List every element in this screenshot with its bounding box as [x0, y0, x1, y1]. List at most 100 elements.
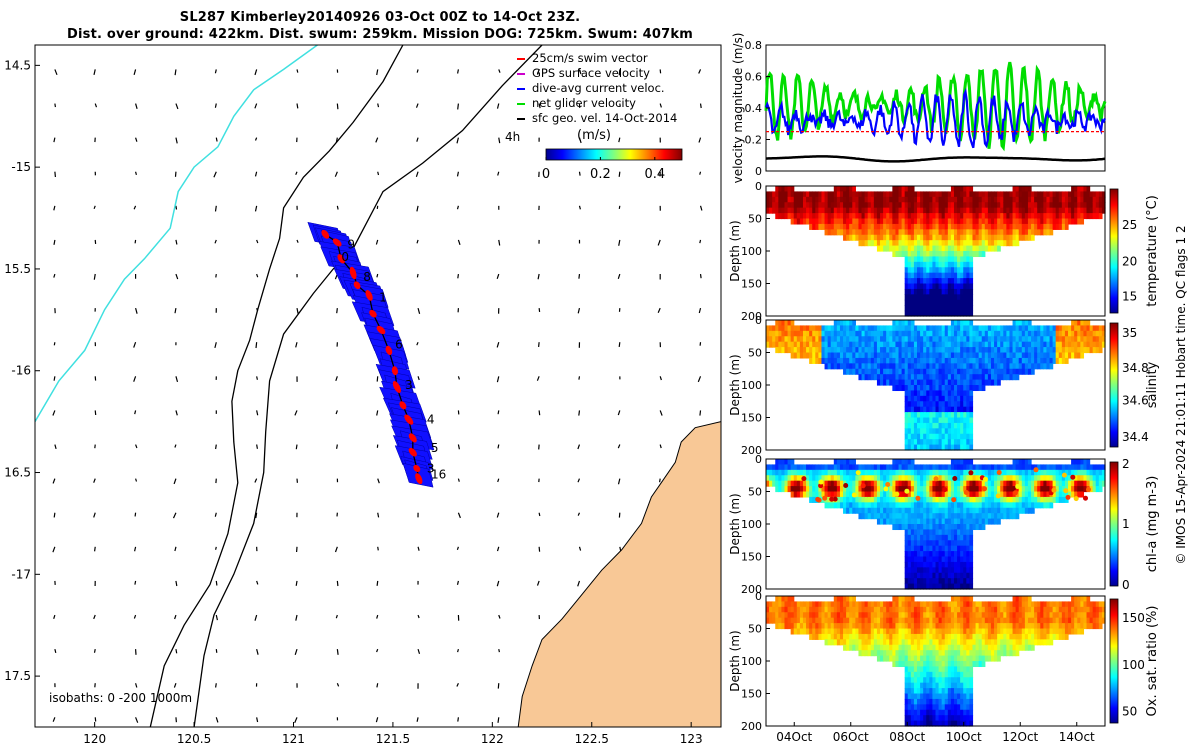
section-cell: [920, 623, 924, 630]
section-cell: [1000, 480, 1004, 487]
section-cell: [1043, 196, 1048, 203]
section-cell: [793, 336, 798, 343]
section-cell: [975, 357, 980, 364]
section-cell: [904, 513, 909, 520]
section-cell: [861, 218, 866, 225]
section-cell: [960, 202, 964, 209]
section-cell: [1034, 486, 1038, 493]
section-cell: [775, 196, 779, 203]
section-cell: [953, 406, 958, 413]
section-cell: [876, 207, 881, 214]
section-cell: [870, 357, 875, 364]
section-cell: [926, 475, 930, 482]
section-cell: [864, 464, 869, 471]
section-cell: [1068, 202, 1072, 209]
section-cell: [935, 288, 940, 295]
colorbar-unit-label: (m/s): [577, 128, 611, 143]
section-cell: [1064, 491, 1069, 498]
section-cell: [941, 374, 946, 381]
section-cell: [846, 475, 850, 482]
section-cell: [975, 480, 980, 487]
section-cell: [815, 196, 819, 203]
section-cell: [864, 352, 869, 359]
section-cell: [1077, 480, 1081, 487]
chl-sample-dot: [1015, 484, 1021, 489]
section-cell: [960, 496, 964, 503]
geo-velocity-arrow: [135, 444, 138, 449]
section-cell: [858, 475, 863, 482]
section-cell: [892, 320, 897, 327]
section-cell: [1037, 464, 1041, 471]
section-cell: [960, 502, 964, 509]
section-cell: [947, 572, 952, 579]
section-cell: [920, 294, 924, 301]
section-cell: [960, 374, 964, 381]
section-cell: [1058, 325, 1063, 332]
section-cell: [953, 390, 958, 397]
section-cell: [886, 628, 890, 635]
section-cell: [907, 518, 912, 525]
section-cell: [947, 439, 952, 446]
section-cell: [904, 633, 909, 640]
section-cell: [969, 464, 974, 471]
section-cell: [775, 347, 779, 354]
section-cell: [957, 320, 961, 327]
section-cell: [904, 288, 909, 295]
section-cell: [793, 352, 798, 359]
section-cell: [907, 475, 912, 482]
section-cell: [843, 202, 847, 209]
geo-velocity-arrow: [376, 648, 379, 653]
section-cell: [969, 305, 974, 312]
section-cell: [938, 464, 943, 471]
section-cell: [892, 486, 897, 493]
section-cell: [1049, 229, 1054, 236]
section-cell: [876, 480, 881, 487]
geo-velocity-arrow: [135, 171, 137, 176]
section-cell: [935, 229, 940, 236]
section-cell: [1083, 459, 1088, 466]
section-cell: [957, 278, 961, 285]
geo-velocity-arrow: [215, 683, 217, 688]
section-cell: [944, 363, 949, 370]
section-cell: [833, 191, 838, 198]
section-cell: [923, 305, 927, 312]
section-cell: [876, 379, 881, 386]
section-cell: [861, 639, 866, 646]
section-cell: [861, 336, 866, 343]
section-cell: [960, 207, 964, 214]
section-cell: [926, 213, 930, 220]
section-cell: [910, 540, 915, 547]
section-cell: [880, 191, 884, 198]
section-cell: [957, 486, 961, 493]
section-cell: [904, 261, 909, 268]
section-cell: [898, 213, 903, 220]
section-cell: [849, 207, 853, 214]
section-cell: [1009, 496, 1014, 503]
section-cell: [843, 502, 847, 509]
section-cell: [1027, 218, 1032, 225]
section-cell: [1040, 357, 1044, 364]
section-cell: [839, 601, 844, 608]
geo-velocity-arrow: [336, 649, 339, 655]
section-cell: [864, 628, 869, 635]
section-cell: [1021, 502, 1026, 509]
section-cell: [873, 507, 878, 514]
section-cell: [1021, 218, 1026, 225]
section-cell: [963, 283, 967, 290]
section-cell: [929, 240, 934, 247]
section-cell: [830, 325, 835, 332]
section-cell: [929, 567, 934, 574]
section-cell: [778, 196, 783, 203]
section-cell: [963, 325, 967, 332]
section-cell: [950, 229, 955, 236]
section-cell: [827, 357, 832, 364]
section-cell: [839, 480, 844, 487]
section-cell: [861, 240, 866, 247]
section-cell: [963, 336, 967, 343]
section-cell: [1009, 336, 1014, 343]
section-cell: [969, 218, 974, 225]
section-cell: [907, 596, 912, 603]
section-cell: [793, 207, 798, 214]
section-cell: [1080, 196, 1085, 203]
section-cell: [852, 363, 856, 370]
